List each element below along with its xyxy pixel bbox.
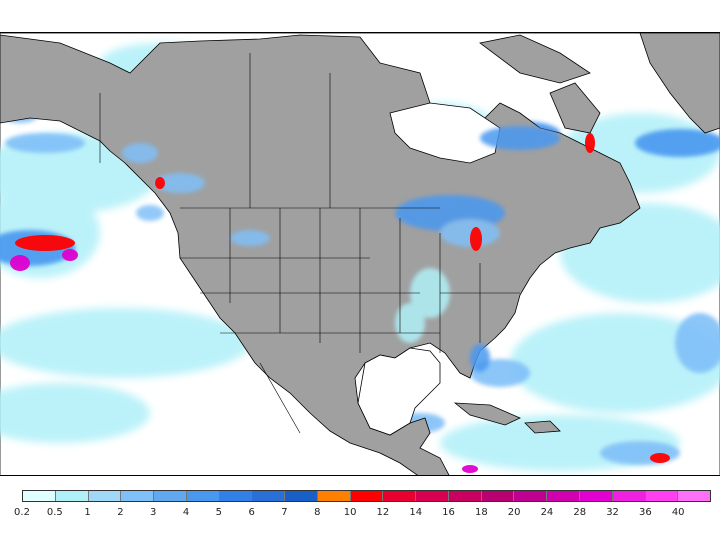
colorbar-swatch — [55, 491, 89, 501]
colorbar-swatch — [88, 491, 122, 501]
political-borders — [99, 53, 520, 434]
colorbar-tick-label: 3 — [150, 507, 157, 518]
colorbar-tick-label: 28 — [573, 507, 587, 518]
colorbar-swatch — [23, 491, 56, 501]
colorbar-swatch — [252, 491, 286, 501]
colorbar-swatch — [547, 491, 581, 501]
colorbar-tick-label: 2 — [117, 507, 124, 518]
colorbar-swatch — [154, 491, 187, 501]
colorbar-tick-label: 0.5 — [46, 507, 63, 518]
colorbar-tick-label: 14 — [409, 507, 423, 518]
colorbar-tick-label: 24 — [540, 507, 554, 518]
colorbar-swatch — [416, 491, 449, 501]
colorbar-swatch — [580, 491, 613, 501]
colorbar-tick-label: 40 — [671, 507, 685, 518]
colorbar-tick-label: 4 — [182, 507, 190, 518]
colorbar-tick-label: 8 — [314, 507, 321, 518]
colorbar-tick-label: 18 — [474, 507, 488, 518]
colorbar-swatch — [481, 491, 515, 501]
colorbar-tick-label: 7 — [281, 507, 288, 518]
colorbar-tick-label: 16 — [442, 507, 455, 518]
colorbar-labels: 0.2 0.5 1 2 3 4 5 6 7 8 10 12 14 16 18 20 24 28 32 36 40 — [0, 507, 720, 521]
precipitation-colorbar — [22, 490, 711, 502]
arctic-island-2 — [549, 82, 601, 134]
colorbar-swatch — [121, 491, 155, 501]
colorbar-swatch — [612, 491, 646, 501]
colorbar-swatch — [186, 491, 220, 501]
greenland — [639, 33, 720, 134]
colorbar-tick-label: 0.2 — [14, 507, 30, 518]
colorbar-tick-label: 20 — [507, 507, 521, 518]
colorbar-swatch — [285, 491, 318, 501]
colorbar-tick-label: 5 — [215, 507, 223, 518]
hispaniola — [524, 420, 561, 434]
colorbar-tick-label: 36 — [639, 507, 652, 518]
colorbar-swatch — [350, 491, 384, 501]
gulf-of-mexico — [357, 347, 441, 436]
map-canvas — [0, 33, 720, 475]
arctic-island-1 — [479, 34, 591, 84]
cuba — [453, 402, 521, 426]
colorbar-tick-label: 1 — [84, 507, 91, 518]
colorbar-tick-label: 32 — [606, 507, 619, 518]
colorbar-swatch — [383, 491, 417, 501]
heavy-precip — [10, 133, 670, 473]
colorbar-swatch — [514, 491, 548, 501]
hudson-bay — [389, 102, 501, 164]
colorbar-tick-label: 10 — [343, 507, 357, 518]
colorbar-tick-label: 12 — [376, 507, 390, 518]
precipitation-map — [0, 32, 720, 476]
colorbar-tick-label: 6 — [248, 507, 255, 518]
colorbar-swatch — [317, 491, 351, 501]
colorbar-swatch — [448, 491, 482, 501]
colorbar-swatch — [219, 491, 253, 501]
colorbar-swatch — [678, 491, 711, 501]
colorbar-swatch — [645, 491, 679, 501]
